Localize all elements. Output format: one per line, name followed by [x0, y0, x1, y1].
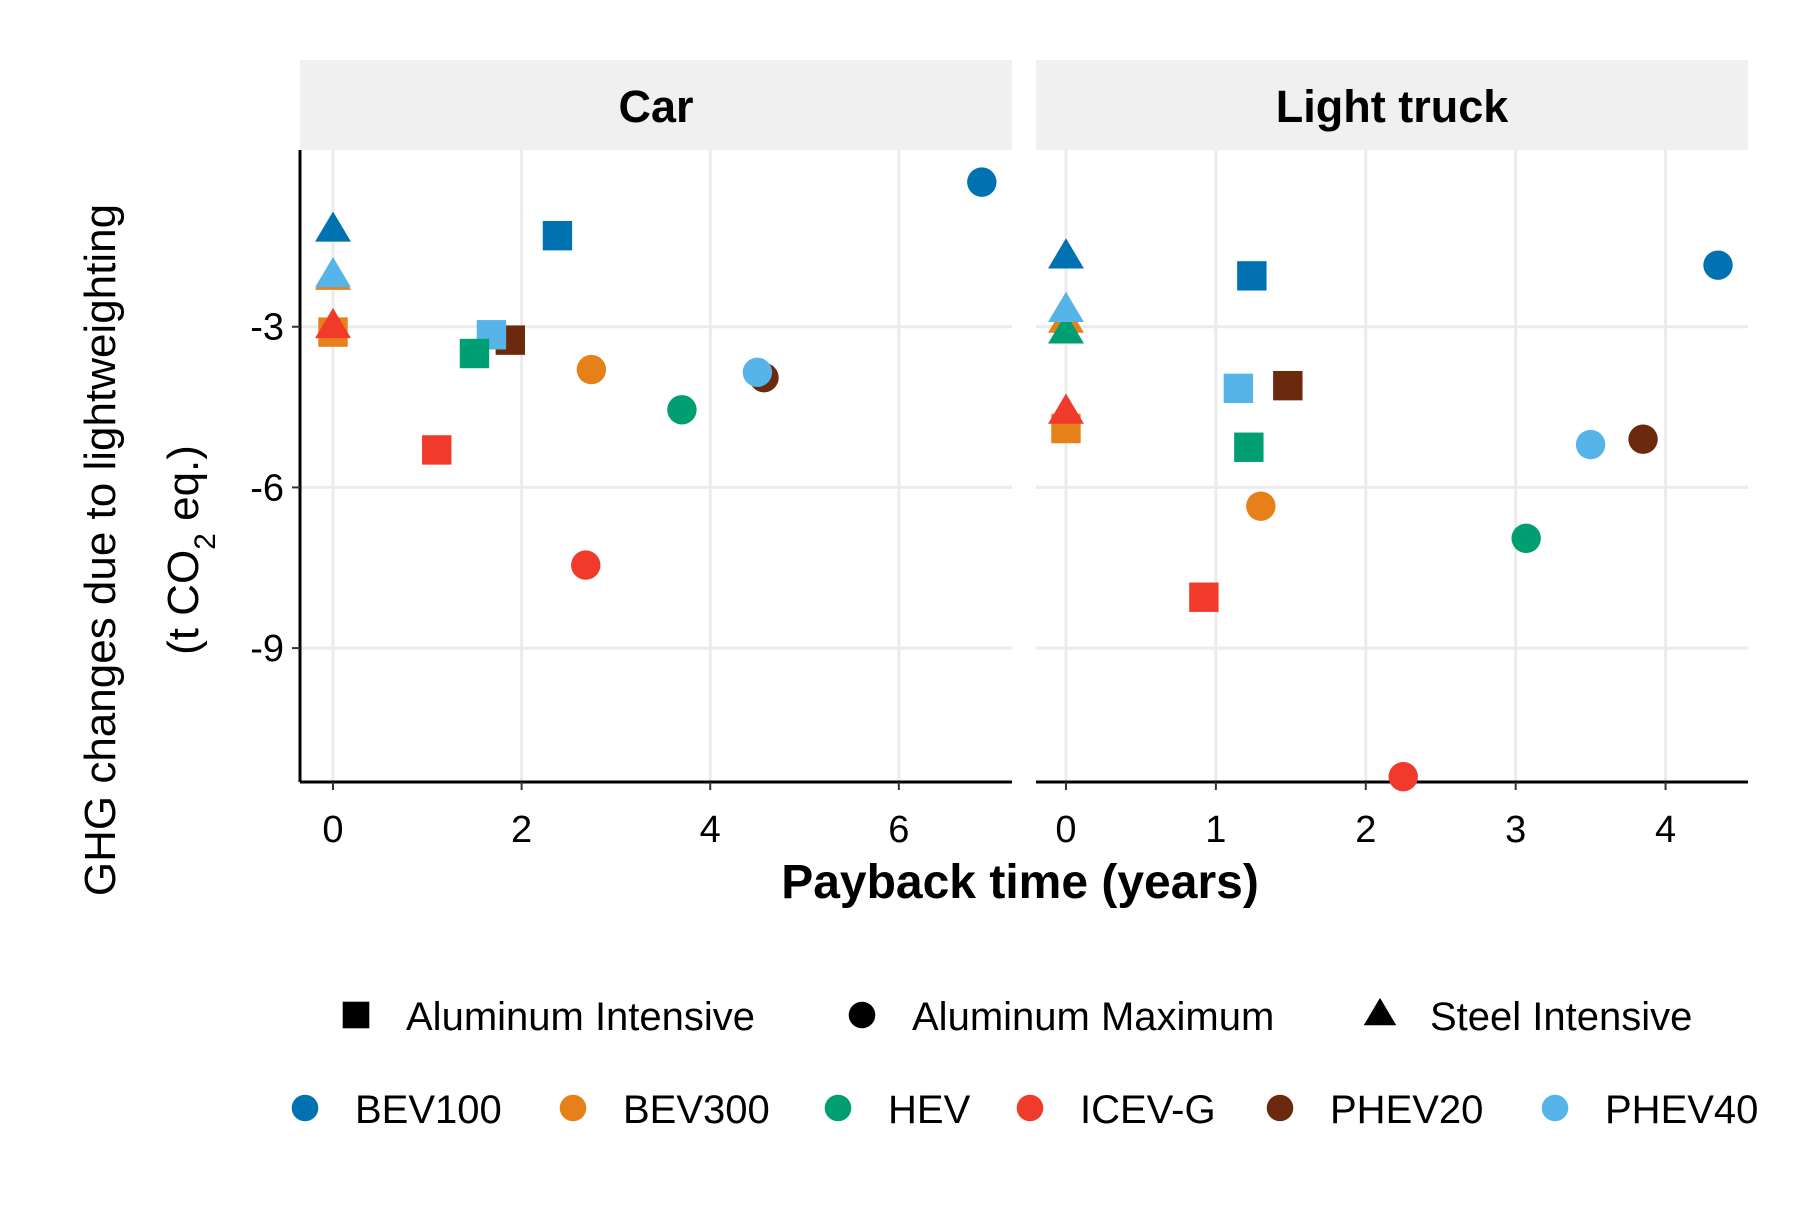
color-legend-label: BEV100: [355, 1088, 502, 1132]
data-point: [571, 550, 601, 580]
y-title-suffix: eq.): [159, 445, 208, 533]
data-point: [1048, 393, 1084, 424]
data-point: [459, 338, 490, 369]
data-point: [1048, 238, 1084, 269]
data-point: [1388, 761, 1418, 792]
x-tick-label: 1: [1205, 809, 1226, 851]
facet-strip-label: Light truck: [1276, 81, 1509, 132]
x-tick-label: 4: [1655, 809, 1676, 851]
color-legend-key: [1266, 1094, 1294, 1122]
color-legend-key: [559, 1094, 587, 1122]
y-tick-label: -3: [250, 307, 284, 349]
axes-layer: 0 2 4 6 -3 -6 -9 0 1 2 3 4: [250, 150, 1748, 851]
color-legend: BEV100 BEV300 HEV ICEV-G PHEV20 PHEV40: [291, 1088, 1758, 1132]
x-tick-label: 4: [700, 809, 721, 851]
x-tick-label: 2: [1355, 809, 1376, 851]
data-point: [1246, 491, 1276, 521]
data-point: [1703, 250, 1733, 280]
shape-legend-key: [342, 1001, 370, 1029]
shape-legend-item: Aluminum Maximum: [848, 995, 1274, 1039]
color-legend-key: [291, 1094, 319, 1122]
facet-strip: [1036, 60, 1748, 150]
color-legend-item: BEV100: [291, 1088, 502, 1132]
color-legend-key: [824, 1094, 852, 1122]
data-point: [1048, 313, 1084, 344]
color-legend-label: BEV300: [623, 1088, 770, 1132]
data-point: [967, 167, 997, 197]
data-point: [1628, 424, 1658, 454]
color-legend-item: ICEV-G: [1016, 1088, 1216, 1132]
x-tick-label: 6: [888, 809, 909, 851]
data-point: [542, 220, 573, 251]
shape-legend-key: [1363, 997, 1397, 1026]
data-point: [315, 211, 351, 242]
color-legend-key: [1541, 1094, 1569, 1122]
data-point: [1048, 291, 1084, 323]
grid-layer: [300, 150, 1748, 782]
shape-legend-label: Steel Intensive: [1430, 995, 1692, 1039]
shape-legend-item: Aluminum Intensive: [342, 995, 755, 1039]
data-point: [1189, 582, 1219, 612]
color-legend-label: ICEV-G: [1080, 1088, 1216, 1132]
facet-strip-label: Car: [618, 81, 693, 132]
data-point: [1575, 429, 1606, 460]
x-tick-label: 0: [322, 809, 343, 851]
shape-legend-label: Aluminum Intensive: [406, 995, 755, 1039]
color-legend-item: HEV: [824, 1088, 971, 1132]
x-tick-label: 2: [511, 809, 532, 851]
color-legend-item: PHEV20: [1266, 1088, 1483, 1132]
data-point: [1223, 373, 1254, 404]
x-tick-label: 0: [1055, 809, 1076, 851]
data-point: [1273, 370, 1303, 401]
shape-legend-label: Aluminum Maximum: [912, 995, 1274, 1039]
shape-legend: Aluminum Intensive Aluminum Maximum Steel …: [342, 995, 1692, 1039]
data-point: [1511, 523, 1541, 554]
y-title-prefix: (t CO: [159, 550, 208, 655]
y-tick-label: -9: [250, 628, 284, 670]
data-point: [576, 354, 607, 385]
color-legend-item: PHEV40: [1541, 1088, 1758, 1132]
data-point: [315, 307, 351, 339]
data-point: [667, 395, 697, 425]
y-axis-title: GHG changes due to lightweighting (t CO2…: [76, 204, 222, 896]
y-tick-label: -6: [250, 467, 284, 509]
data-point: [1237, 261, 1267, 291]
color-legend-item: BEV300: [559, 1088, 770, 1132]
x-tick-label: 3: [1505, 809, 1526, 851]
data-point: [422, 435, 452, 465]
y-axis-title-line1: GHG changes due to lightweighting: [76, 204, 125, 896]
shape-legend-key: [848, 1001, 876, 1029]
y-title-subscript: 2: [189, 533, 222, 550]
x-axis-title: Payback time (years): [781, 856, 1259, 909]
color-legend-label: HEV: [888, 1088, 971, 1132]
color-legend-label: PHEV20: [1330, 1088, 1483, 1132]
data-point: [1234, 432, 1264, 462]
data-point: [742, 357, 773, 387]
y-axis-title-line2: (t CO2 eq.): [159, 445, 222, 655]
points-layer: [315, 167, 1733, 792]
facet-strips: Car Light truck: [300, 60, 1748, 150]
color-legend-key: [1016, 1094, 1044, 1122]
facet-strip: [300, 60, 1012, 150]
shape-legend-item: Steel Intensive: [1363, 995, 1692, 1039]
data-point: [315, 256, 351, 288]
color-legend-label: PHEV40: [1605, 1088, 1758, 1132]
